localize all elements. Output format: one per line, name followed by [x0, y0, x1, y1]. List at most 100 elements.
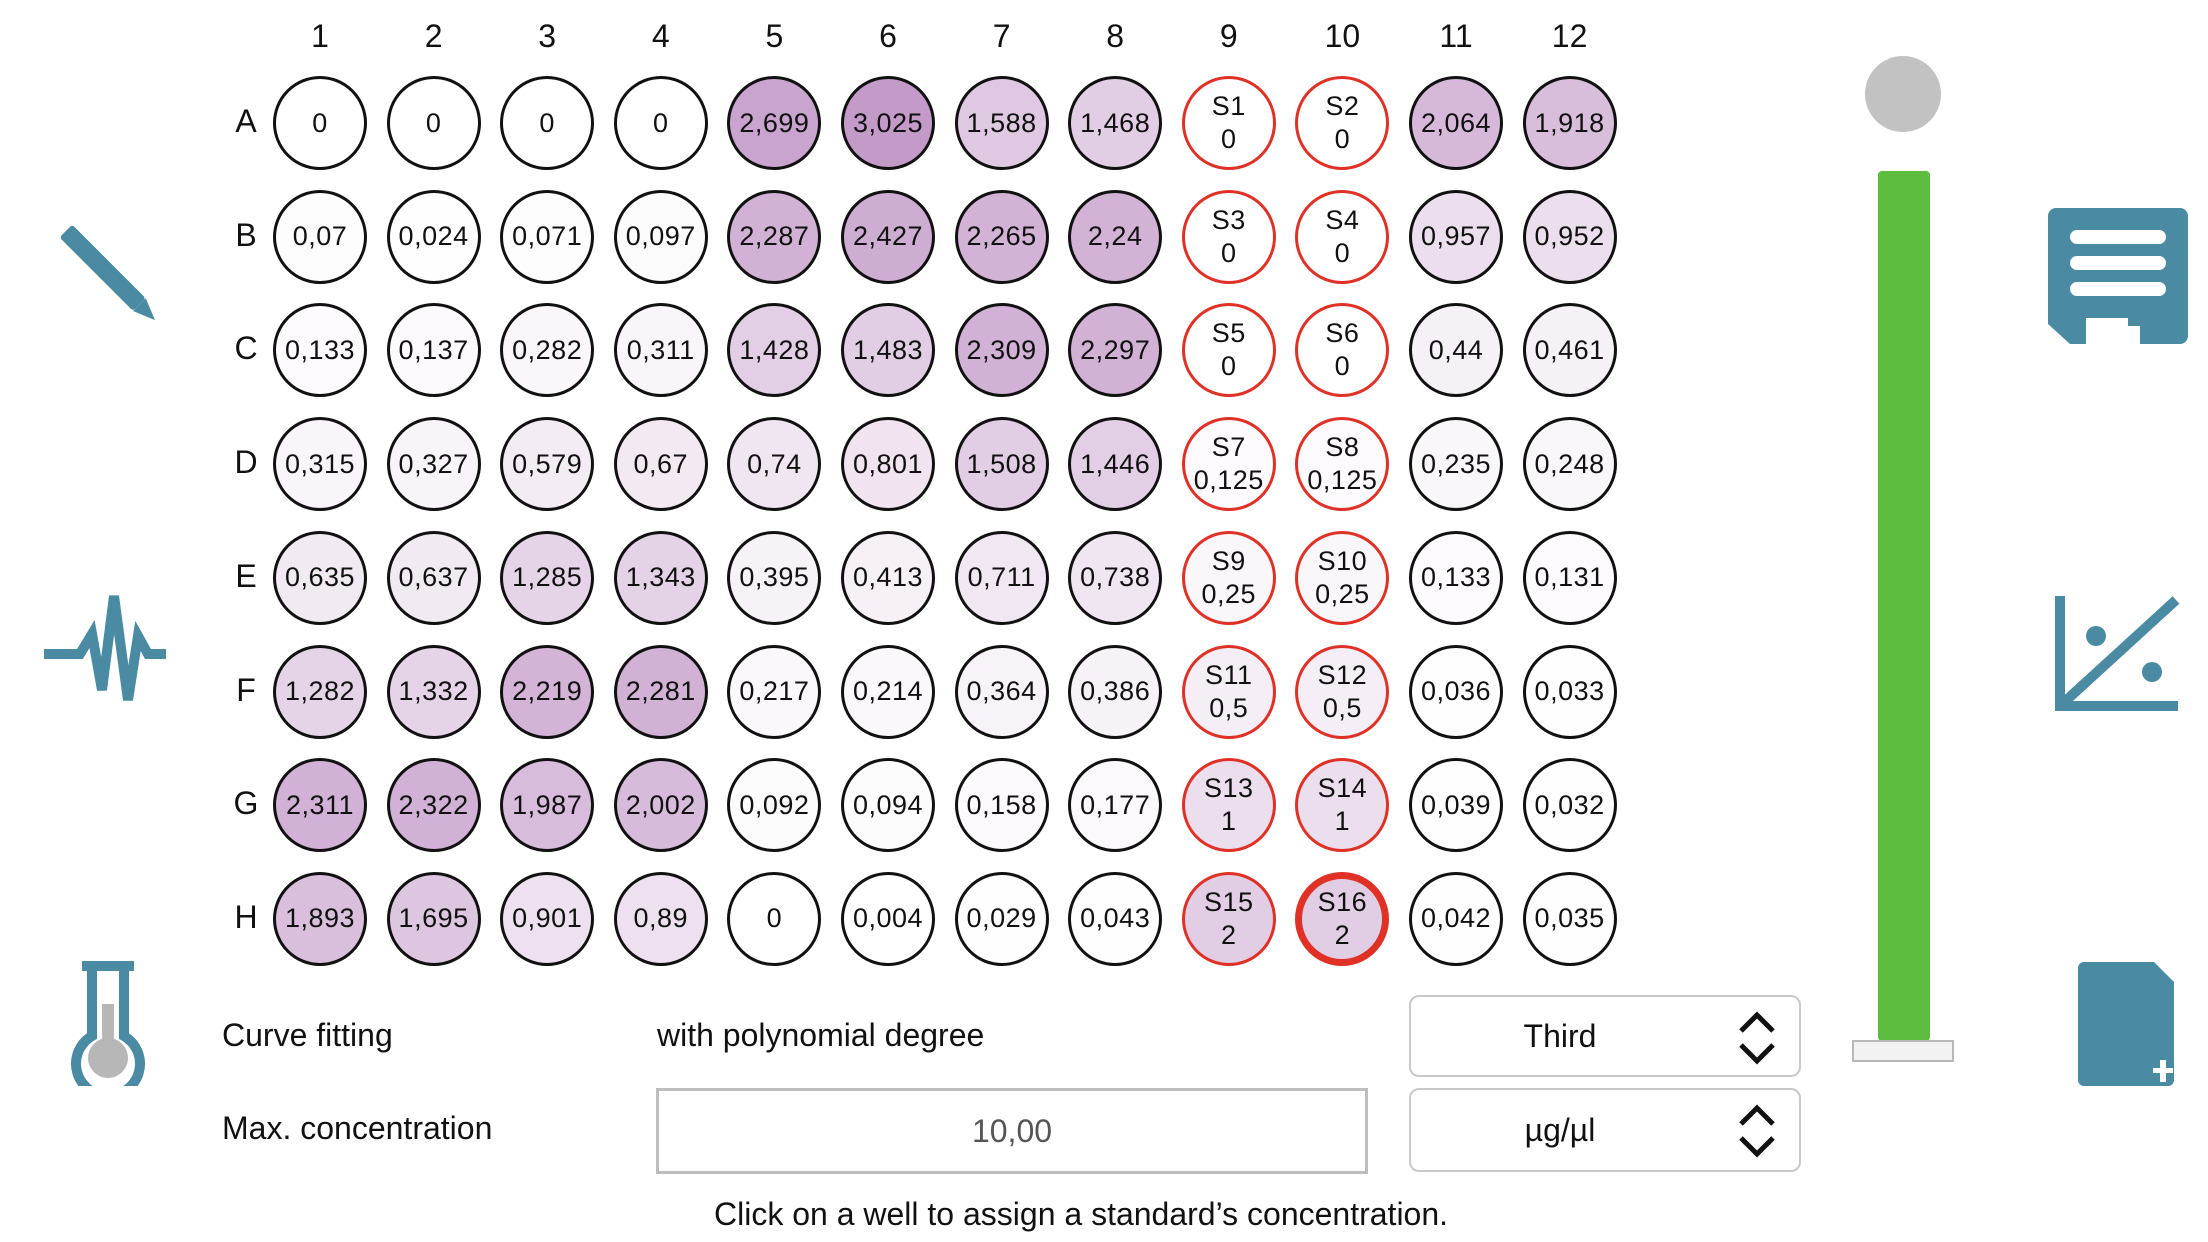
standard-well[interactable]: S11 0,5	[1181, 644, 1276, 739]
standard-well[interactable]: S13 1	[1181, 758, 1276, 853]
well[interactable]: 1,508	[954, 417, 1049, 512]
well[interactable]: 0,711	[954, 530, 1049, 625]
well[interactable]: 3,025	[841, 76, 935, 170]
well[interactable]: 0	[273, 76, 367, 170]
pencil-icon[interactable]	[44, 212, 174, 342]
standard-well[interactable]: S8 0,125	[1295, 417, 1390, 512]
well[interactable]: 0	[613, 76, 708, 170]
well[interactable]: 0,901	[500, 871, 595, 966]
well[interactable]: 0,364	[954, 644, 1049, 739]
well[interactable]: 0,029	[954, 871, 1049, 966]
well[interactable]: 0,217	[727, 644, 822, 739]
standard-well[interactable]: S16 2	[1295, 871, 1390, 966]
well[interactable]: 1,588	[954, 76, 1049, 170]
well[interactable]: 2,002	[613, 758, 708, 853]
standard-well[interactable]: S1 0	[1181, 76, 1276, 170]
well[interactable]: 2,281	[613, 644, 708, 739]
well[interactable]: 0,07	[273, 189, 367, 284]
well[interactable]: 0	[727, 871, 822, 966]
well[interactable]: 0,214	[841, 644, 935, 739]
well[interactable]: 2,064	[1409, 76, 1503, 170]
well[interactable]: 0,158	[954, 758, 1049, 853]
well[interactable]: 2,322	[386, 758, 481, 853]
degree-select[interactable]: Third	[1409, 995, 1801, 1077]
standard-well[interactable]: S3 0	[1181, 189, 1276, 284]
well[interactable]: 1,893	[273, 871, 367, 966]
well[interactable]: 2,699	[727, 76, 822, 170]
well[interactable]: 0,036	[1409, 644, 1503, 739]
standard-well[interactable]: S2 0	[1295, 76, 1390, 170]
waveform-icon[interactable]	[40, 590, 170, 710]
well[interactable]: 0,413	[841, 530, 935, 625]
well[interactable]: 0,282	[500, 303, 595, 398]
well[interactable]: 0,071	[500, 189, 595, 284]
well[interactable]: 2,427	[841, 189, 935, 284]
well[interactable]: 0,952	[1522, 189, 1617, 284]
standard-well[interactable]: S15 2	[1181, 871, 1276, 966]
well[interactable]: 0,033	[1522, 644, 1617, 739]
well[interactable]: 0,327	[386, 417, 481, 512]
well[interactable]: 0,177	[1068, 758, 1163, 853]
well[interactable]: 0,024	[386, 189, 481, 284]
well[interactable]: 0,097	[613, 189, 708, 284]
standard-well[interactable]: S7 0,125	[1181, 417, 1276, 512]
well[interactable]: 1,918	[1522, 76, 1617, 170]
well[interactable]: 0,311	[613, 303, 708, 398]
well[interactable]: 1,446	[1068, 417, 1163, 512]
well[interactable]: 0,131	[1522, 530, 1617, 625]
well[interactable]: 0,094	[841, 758, 935, 853]
well[interactable]: 0,579	[500, 417, 595, 512]
well[interactable]: 0,957	[1409, 189, 1503, 284]
well[interactable]: 0,74	[727, 417, 822, 512]
well[interactable]: 0,248	[1522, 417, 1617, 512]
unit-select[interactable]: µg/µl	[1409, 1088, 1801, 1172]
well[interactable]: 1,428	[727, 303, 822, 398]
well[interactable]: 0,004	[841, 871, 935, 966]
scatter-chart-icon[interactable]	[2052, 592, 2182, 714]
well[interactable]: 1,285	[500, 530, 595, 625]
standard-well[interactable]: S6 0	[1295, 303, 1390, 398]
well[interactable]: 0,395	[727, 530, 822, 625]
well[interactable]: 0,315	[273, 417, 367, 512]
well[interactable]: 0,133	[273, 303, 367, 398]
well[interactable]: 1,332	[386, 644, 481, 739]
well[interactable]: 1,987	[500, 758, 595, 853]
well[interactable]: 0,738	[1068, 530, 1163, 625]
standard-well[interactable]: S14 1	[1295, 758, 1390, 853]
well[interactable]: 1,483	[841, 303, 935, 398]
well[interactable]: 0,44	[1409, 303, 1503, 398]
well[interactable]: 0,137	[386, 303, 481, 398]
well[interactable]: 1,282	[273, 644, 367, 739]
slider-knob[interactable]	[1865, 56, 1941, 132]
well[interactable]: 0,637	[386, 530, 481, 625]
well[interactable]: 2,24	[1068, 189, 1163, 284]
standard-well[interactable]: S9 0,25	[1181, 530, 1276, 625]
well[interactable]: 0,801	[841, 417, 935, 512]
well[interactable]: 0,635	[273, 530, 367, 625]
well[interactable]: 0,89	[613, 871, 708, 966]
well[interactable]: 0,386	[1068, 644, 1163, 739]
thermometer-flask-icon[interactable]	[70, 960, 146, 1101]
well[interactable]: 0,043	[1068, 871, 1163, 966]
standard-well[interactable]: S5 0	[1181, 303, 1276, 398]
well[interactable]: 0,042	[1409, 871, 1503, 966]
well[interactable]: 0,235	[1409, 417, 1503, 512]
well[interactable]: 2,309	[954, 303, 1049, 398]
well[interactable]: 1,468	[1068, 76, 1163, 170]
new-document-icon[interactable]	[2076, 962, 2180, 1088]
well[interactable]: 1,343	[613, 530, 708, 625]
well[interactable]: 2,297	[1068, 303, 1163, 398]
save-icon[interactable]	[2048, 208, 2188, 344]
max-concentration-input[interactable]: 10,00	[656, 1088, 1368, 1174]
well[interactable]: 1,695	[386, 871, 481, 966]
well[interactable]: 0,032	[1522, 758, 1617, 853]
slider-track[interactable]	[1878, 171, 1930, 1041]
well[interactable]: 0,67	[613, 417, 708, 512]
well[interactable]: 0,039	[1409, 758, 1503, 853]
standard-well[interactable]: S12 0,5	[1295, 644, 1390, 739]
well[interactable]: 0,133	[1409, 530, 1503, 625]
well[interactable]: 0,461	[1522, 303, 1617, 398]
well[interactable]: 0	[500, 76, 595, 170]
well[interactable]: 2,219	[500, 644, 595, 739]
well[interactable]: 2,265	[954, 189, 1049, 284]
